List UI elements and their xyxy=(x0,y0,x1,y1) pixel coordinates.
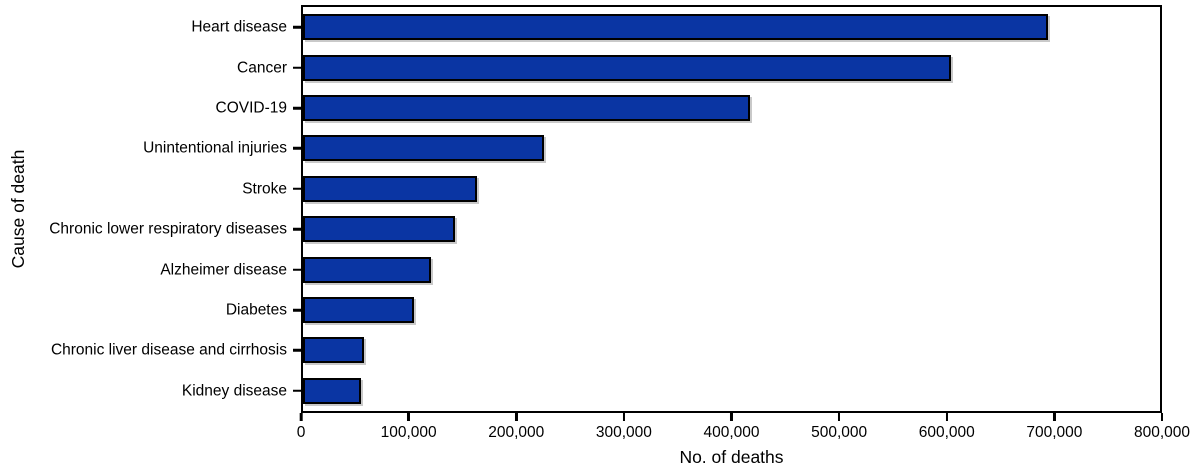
x-tick-mark xyxy=(1053,413,1056,421)
x-axis-ticks: 0 100,000 200,000 300,000 400,000 500,000 600,… xyxy=(297,413,1190,453)
bar-row: Diabetes xyxy=(226,290,1160,330)
x-tick-label: 500,000 xyxy=(811,424,868,441)
category-label: Unintentional injuries xyxy=(143,139,287,157)
x-tick-mark xyxy=(622,413,626,421)
bar xyxy=(303,135,544,162)
bar-row: Unintentional injuries xyxy=(143,128,1160,168)
x-tick-mark xyxy=(945,413,948,421)
x-tick-mark xyxy=(730,413,733,421)
bar xyxy=(303,95,750,122)
x-tick-label: 700,000 xyxy=(1026,424,1083,441)
x-tick: 200,000 xyxy=(488,413,544,442)
x-tick: 500,000 xyxy=(811,413,867,442)
x-tick-label: 200,000 xyxy=(488,424,545,441)
bar-row: Cancer xyxy=(237,47,1160,87)
bar xyxy=(303,175,478,202)
bar-row: Alzheimer disease xyxy=(160,249,1160,289)
bar-row: Chronic liver disease and cirrhosis xyxy=(51,330,1160,370)
bar xyxy=(303,337,364,364)
bar-rows: Heart disease Cancer COVID-19 Unintentional… xyxy=(49,7,1160,411)
category-label: Cancer xyxy=(237,58,287,76)
x-tick-label: 0 xyxy=(296,424,306,441)
bar-row: Kidney disease xyxy=(182,371,1160,411)
plot-area: Heart disease Cancer COVID-19 Unintentional… xyxy=(49,5,1162,413)
x-tick: 400,000 xyxy=(703,413,760,442)
x-tick-label: 600,000 xyxy=(918,424,975,441)
x-tick-mark xyxy=(1160,413,1164,421)
bar xyxy=(303,54,952,81)
category-tick xyxy=(293,389,303,393)
category-label: Kidney disease xyxy=(181,382,287,400)
bar-row: Stroke xyxy=(242,169,1160,209)
x-tick-mark xyxy=(837,413,841,421)
category-label: Chronic lower respiratory diseases xyxy=(49,220,287,238)
category-label: Chronic liver disease and cirrhosis xyxy=(50,341,287,359)
category-tick xyxy=(293,349,303,352)
x-tick: 0 xyxy=(296,413,306,442)
category-label: Stroke xyxy=(242,180,287,198)
x-tick-label: 100,000 xyxy=(380,424,437,441)
x-tick: 800,000 xyxy=(1134,413,1190,442)
bar xyxy=(303,256,431,283)
category-tick xyxy=(293,147,303,150)
bar xyxy=(303,297,414,324)
category-label: COVID-19 xyxy=(215,99,288,117)
x-tick-label: 300,000 xyxy=(595,424,652,441)
x-tick: 300,000 xyxy=(596,413,652,442)
category-tick xyxy=(293,66,303,69)
category-tick xyxy=(293,187,303,191)
category-tick xyxy=(293,25,303,29)
bar xyxy=(303,14,1049,41)
category-tick xyxy=(293,227,303,231)
y-axis-label: Cause of death xyxy=(8,149,28,269)
x-axis-label: No. of deaths xyxy=(679,447,784,467)
x-tick: 700,000 xyxy=(1026,413,1082,442)
x-tick-mark xyxy=(299,413,303,421)
x-tick-label: 400,000 xyxy=(703,424,760,441)
bar-row: Heart disease xyxy=(191,7,1160,47)
category-tick xyxy=(293,308,303,312)
x-tick-label: 800,000 xyxy=(1133,424,1191,441)
bar-row: COVID-19 xyxy=(216,88,1160,128)
x-tick-mark xyxy=(407,413,410,421)
category-tick xyxy=(293,268,303,271)
category-label: Alzheimer disease xyxy=(160,260,287,278)
x-tick-mark xyxy=(515,413,518,421)
bar xyxy=(303,216,456,243)
bar xyxy=(303,377,362,404)
category-label: Diabetes xyxy=(225,301,287,319)
category-tick xyxy=(293,106,303,110)
category-label: Heart disease xyxy=(191,18,287,36)
bar-row: Chronic lower respiratory diseases xyxy=(49,209,1160,249)
x-tick: 600,000 xyxy=(919,413,975,442)
x-tick: 100,000 xyxy=(381,413,437,442)
